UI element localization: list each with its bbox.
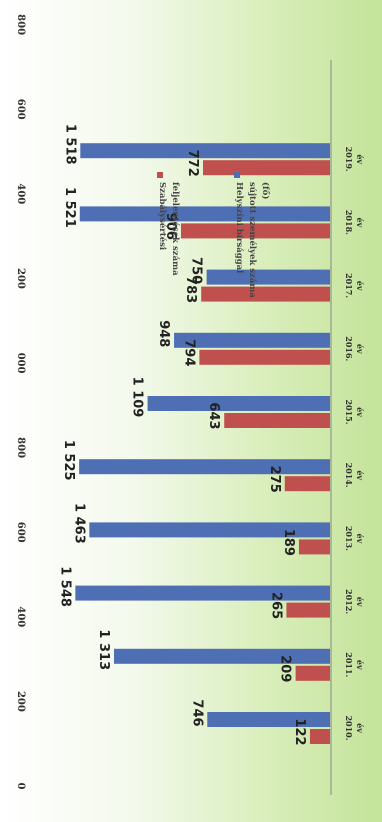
data-label: 794 [181,339,196,366]
data-label: 746 [189,699,204,726]
data-label: 1 518 [62,124,77,165]
axis-tick-label: 800 [15,437,26,458]
bar-helyszíni [147,396,330,411]
bar-series-layer [75,143,330,744]
data-label: 1 525 [61,440,76,481]
data-label-layer: 122 746 209 1 313 265 1 548 189 1 463 275 1 525 64… [57,124,307,746]
axis-tick-label: 600 [15,522,26,543]
category-label: 2015. [344,399,354,424]
bar-helyszíni [79,459,330,475]
data-label: 643 [206,402,221,429]
category-label: 2019. [344,147,354,172]
category-label-suffix: év [355,154,365,164]
bar-szabálysértési [224,413,330,428]
bar-helyszíni [75,585,330,601]
bar-szabálysértési [180,223,330,239]
category-label-suffix: év [355,407,365,417]
data-label: 1 313 [96,629,111,670]
axis-tick-label: 600 [15,99,26,120]
legend-label: feljelentések száma [170,182,181,276]
legend-label: Szabálysértési [157,182,168,251]
bar-helyszíni [79,206,330,222]
bar-helyszíni [80,143,330,159]
bar-szabálysértési [298,539,330,555]
category-label-suffix: év [355,723,365,733]
bar-szabálysértési [295,665,330,681]
bar-szabálysértési [309,729,330,744]
data-label: 750 [189,257,204,284]
data-label: 772 [185,150,200,177]
category-label: 2013. [344,526,354,551]
bar-szabálysértési [203,160,330,176]
data-label: 906 [163,213,178,240]
legend-label: sújtott személyek száma [247,182,258,298]
legend-label: (fő) [260,182,271,199]
data-label: 265 [268,592,283,619]
axis-tick-label: 800 [15,14,26,35]
data-label: 948 [156,320,171,347]
data-label: 275 [267,466,282,493]
data-label: 1 521 [62,187,77,228]
value-axis: 0 200 400 600 800 000 200 400 600 800 [15,14,332,795]
category-label-suffix: év [355,344,365,354]
bar-helyszíni [206,269,330,285]
legend: Szabálysértési feljelentések száma Helyszí… [157,172,271,298]
data-label: 1 109 [130,377,145,418]
axis-tick-label: 0 [15,783,26,790]
axis-tick-label: 400 [15,606,26,627]
axis-tick-label: 000 [15,353,26,374]
category-label: 2012. [344,589,354,614]
axis-tick-label: 400 [15,183,26,204]
bar-szabálysértési [284,476,330,492]
data-label: 209 [278,655,293,682]
category-label: 2016. [344,336,354,361]
legend-label: Helyszíni bírsággal [234,182,245,274]
data-label: 1 463 [71,503,86,544]
bar-helyszíni [114,648,330,664]
category-label: 2010. [344,715,354,740]
category-label: 2018. [344,210,354,235]
bar-helyszíni [174,332,330,348]
bar-helyszíni [207,712,330,727]
category-label: 2014. [344,463,354,488]
legend-swatch [157,172,163,178]
category-label: 2017. [344,273,354,298]
axis-tick-label: 200 [15,691,26,712]
axis-tick-label: 200 [15,268,26,289]
bar-helyszíni [89,522,330,538]
data-label: 189 [281,529,296,556]
category-label: 2011. [344,652,354,677]
category-label-suffix: év [355,470,365,480]
category-label-suffix: év [355,281,365,291]
category-label-suffix: év [355,660,365,670]
bar-szabálysértési [286,602,330,618]
category-label-suffix: év [355,597,365,607]
data-label: 1 548 [57,566,72,607]
bar-szabálysértési [201,286,330,302]
legend-swatch [234,172,240,178]
data-label: 122 [292,718,307,745]
bar-szabálysértési [199,349,330,365]
category-label-suffix: év [355,218,365,228]
data-label: 783 [183,276,198,303]
category-label-suffix: év [355,534,365,544]
